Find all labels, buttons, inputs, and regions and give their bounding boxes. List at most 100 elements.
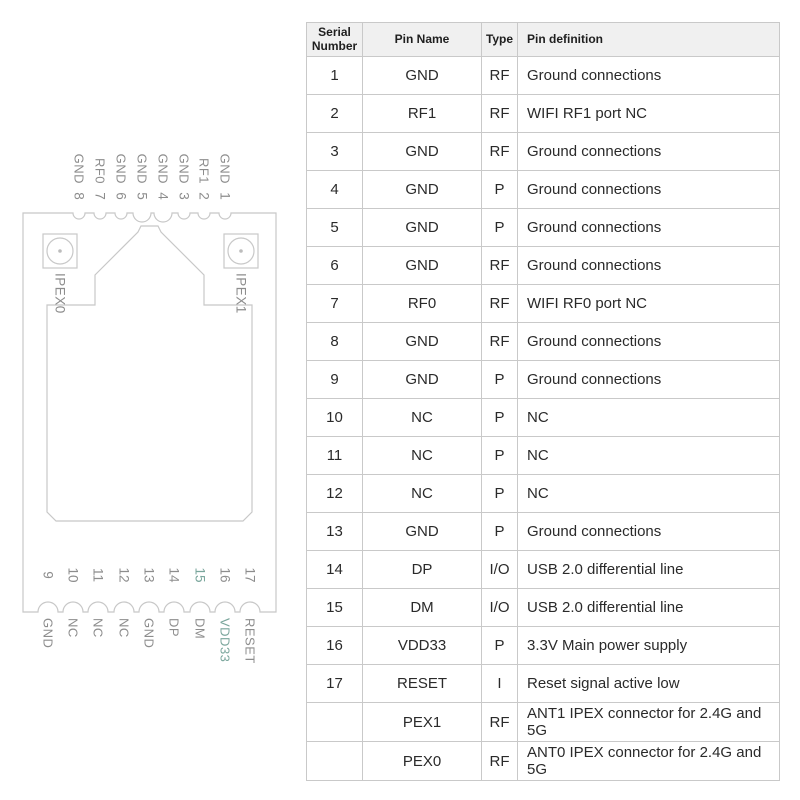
table-row: 3 GND RF Ground connections: [306, 132, 780, 171]
cell-type: I: [481, 664, 518, 703]
bottom-pin-number: 12: [117, 567, 132, 582]
cell-pin-name: GND: [362, 512, 482, 551]
cell-serial: 3: [306, 132, 363, 171]
cell-type: I/O: [481, 588, 518, 627]
cell-pin-name: DP: [362, 550, 482, 589]
bottom-pin-number: 11: [91, 568, 106, 582]
table-row: 15 DM I/O USB 2.0 differential line: [306, 588, 780, 627]
bottom-pin-label: NC: [91, 618, 106, 638]
header-pin-name: Pin Name: [362, 22, 482, 57]
ipex0-connector: [42, 233, 78, 269]
table-row: 13 GND P Ground connections: [306, 512, 780, 551]
table-row: 6 GND RF Ground connections: [306, 246, 780, 285]
table-row: 9 GND P Ground connections: [306, 360, 780, 399]
cell-type: P: [481, 170, 518, 209]
cell-type: P: [481, 626, 518, 665]
cell-type: RF: [481, 741, 518, 781]
cell-serial: [306, 741, 363, 781]
cell-pin-name: GND: [362, 56, 482, 95]
cell-serial: 13: [306, 512, 363, 551]
cell-serial: 5: [306, 208, 363, 247]
cell-pin-name: GND: [362, 170, 482, 209]
cell-definition: WIFI RF1 port NC: [517, 94, 780, 133]
cell-serial: 12: [306, 474, 363, 513]
cell-definition: NC: [517, 436, 780, 475]
top-pin-label: GND: [114, 154, 129, 184]
bottom-pin-number: 9: [41, 571, 56, 579]
table-header-row: Serial Number Pin Name Type Pin definiti…: [306, 22, 780, 57]
header-type: Type: [481, 22, 518, 57]
cell-definition: Ground connections: [517, 170, 780, 209]
cell-type: RF: [481, 284, 518, 323]
top-pin-number: 7: [93, 192, 108, 200]
top-pin-label: GND: [218, 154, 233, 184]
cell-definition: Ground connections: [517, 512, 780, 551]
bottom-pin-label: NC: [117, 618, 132, 638]
top-pin-label: RF1: [197, 158, 212, 184]
header-pin-definition: Pin definition: [517, 22, 780, 57]
bottom-pin-number: 15: [193, 567, 208, 582]
cell-serial: 6: [306, 246, 363, 285]
table-row: 1 GND RF Ground connections: [306, 56, 780, 95]
cell-definition: Ground connections: [517, 246, 780, 285]
cell-definition: Ground connections: [517, 132, 780, 171]
cell-definition: Reset signal active low: [517, 664, 780, 703]
cell-serial: 8: [306, 322, 363, 361]
cell-definition: ANT0 IPEX connector for 2.4G and 5G: [517, 741, 780, 781]
top-pin-label: GND: [156, 154, 171, 184]
top-pin-label: GND: [135, 154, 150, 184]
cell-type: RF: [481, 132, 518, 171]
cell-pin-name: RF0: [362, 284, 482, 323]
ipex1-label: IPEX1: [234, 273, 249, 314]
cell-definition: NC: [517, 474, 780, 513]
cell-type: P: [481, 474, 518, 513]
module-body-outline: [22, 212, 277, 613]
cell-type: RF: [481, 246, 518, 285]
table-row: 4 GND P Ground connections: [306, 170, 780, 209]
top-pin-number: 8: [72, 192, 87, 200]
top-pin-number: 4: [156, 192, 171, 200]
cell-definition: Ground connections: [517, 208, 780, 247]
cell-pin-name: RF1: [362, 94, 482, 133]
bottom-pin-number: 13: [142, 567, 157, 582]
table-row: 12 NC P NC: [306, 474, 780, 513]
cell-serial: 2: [306, 94, 363, 133]
cell-serial: [306, 702, 363, 742]
cell-pin-name: NC: [362, 474, 482, 513]
top-pin-number: 1: [218, 192, 233, 200]
cell-pin-name: PEX1: [362, 702, 482, 742]
cell-type: I/O: [481, 550, 518, 589]
table-row: 14 DP I/O USB 2.0 differential line: [306, 550, 780, 589]
bottom-pin-label: GND: [41, 618, 56, 648]
bottom-pin-label: DP: [167, 618, 182, 637]
top-pin-label: GND: [177, 154, 192, 184]
top-pin-number: 3: [177, 192, 192, 200]
cell-serial: 7: [306, 284, 363, 323]
cell-serial: 16: [306, 626, 363, 665]
cell-pin-name: GND: [362, 322, 482, 361]
table-row: PEX1 RF ANT1 IPEX connector for 2.4G and 5…: [306, 702, 780, 742]
cell-type: RF: [481, 56, 518, 95]
cell-pin-name: PEX0: [362, 741, 482, 781]
cell-definition: USB 2.0 differential line: [517, 588, 780, 627]
cell-definition: USB 2.0 differential line: [517, 550, 780, 589]
cell-pin-name: RESET: [362, 664, 482, 703]
bottom-pin-number: 10: [66, 567, 81, 582]
top-pin-number: 2: [197, 192, 212, 200]
cell-definition: Ground connections: [517, 322, 780, 361]
bottom-pin-label: GND: [142, 618, 157, 648]
cell-definition: 3.3V Main power supply: [517, 626, 780, 665]
cell-type: P: [481, 512, 518, 551]
cell-serial: 1: [306, 56, 363, 95]
cell-serial: 10: [306, 398, 363, 437]
cell-definition: WIFI RF0 port NC: [517, 284, 780, 323]
table-row: 7 RF0 RF WIFI RF0 port NC: [306, 284, 780, 323]
top-pin-number: 6: [114, 192, 129, 200]
bottom-pin-number: 17: [243, 567, 258, 582]
bottom-pin-label: VDD33: [218, 618, 233, 662]
cell-pin-name: GND: [362, 132, 482, 171]
table-row: 2 RF1 RF WIFI RF1 port NC: [306, 94, 780, 133]
cell-pin-name: GND: [362, 360, 482, 399]
cell-definition: Ground connections: [517, 56, 780, 95]
module-inner-outline: [46, 225, 253, 522]
